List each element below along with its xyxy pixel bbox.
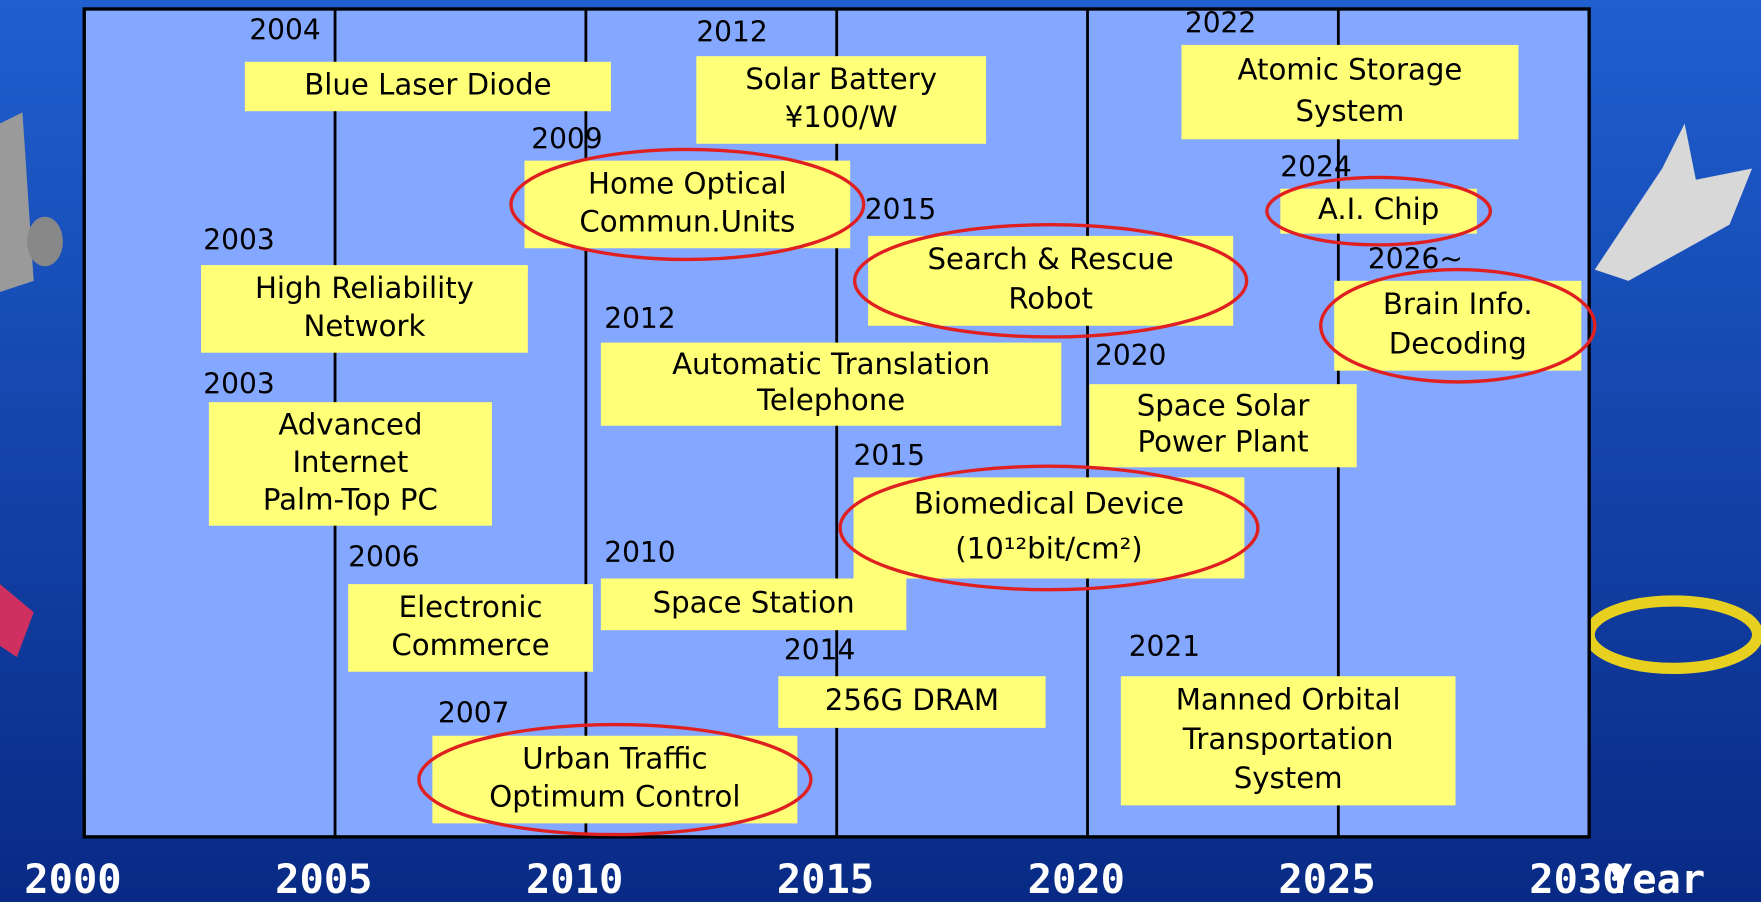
item-year: 2014 bbox=[784, 634, 855, 667]
item-box bbox=[778, 676, 1046, 728]
item-box bbox=[696, 56, 987, 144]
roadmap-item: 2010 Space Station bbox=[600, 536, 907, 631]
item-text: Electronic bbox=[399, 590, 543, 624]
item-text: Power Plant bbox=[1138, 425, 1309, 459]
item-year: 2012 bbox=[604, 302, 675, 335]
item-year: 2020 bbox=[1095, 339, 1166, 372]
item-text: Palm-Top PC bbox=[263, 482, 438, 516]
item-text: Transportation bbox=[1182, 722, 1394, 756]
item-year: 2015 bbox=[865, 193, 936, 226]
highlight-ellipse bbox=[838, 464, 1260, 592]
roadmap-item: 2021 Manned Orbital Transportation System bbox=[1120, 630, 1456, 806]
item-box bbox=[853, 477, 1245, 579]
item-box bbox=[208, 402, 492, 526]
item-text: Solar Battery bbox=[745, 62, 937, 96]
item-year: 2006 bbox=[348, 540, 419, 573]
highlight-ellipse bbox=[1319, 267, 1597, 384]
axis-label: 2015 bbox=[777, 855, 874, 902]
roadmap-item: 2009 Home Optical Commun.Units bbox=[509, 122, 866, 262]
item-text: Telephone bbox=[756, 383, 905, 417]
item-year: 2009 bbox=[531, 122, 602, 155]
item-text: Atomic Storage bbox=[1238, 52, 1463, 86]
item-year: 2022 bbox=[1185, 7, 1256, 40]
item-box bbox=[1334, 280, 1582, 371]
axis-label: 2010 bbox=[526, 855, 623, 902]
item-text: Biomedical Device bbox=[914, 486, 1184, 520]
item-box bbox=[201, 265, 528, 353]
item-box bbox=[1181, 44, 1519, 140]
item-text: System bbox=[1296, 94, 1405, 128]
item-box bbox=[1089, 384, 1357, 468]
item-text: Decoding bbox=[1389, 326, 1527, 360]
roadmap-item: 2004 Blue Laser Diode bbox=[244, 13, 611, 112]
item-text: Advanced bbox=[278, 407, 422, 441]
item-year: 2015 bbox=[854, 439, 925, 472]
item-year: 2003 bbox=[203, 367, 274, 400]
highlight-ellipse bbox=[852, 222, 1249, 339]
item-text: (10¹²bit/cm²) bbox=[955, 531, 1142, 565]
axis-label: 2020 bbox=[1028, 855, 1125, 902]
roadmap-item: 2007 Urban Traffic Optimum Control bbox=[417, 696, 813, 837]
item-year: 2003 bbox=[203, 224, 274, 257]
item-year: 2007 bbox=[438, 696, 509, 729]
item-text: High Reliability bbox=[255, 271, 474, 305]
item-text: Automatic Translation bbox=[672, 347, 990, 381]
highlight-ellipse bbox=[417, 722, 813, 837]
item-year: 2010 bbox=[604, 536, 675, 569]
item-text: 256G DRAM bbox=[825, 683, 999, 717]
decoration bbox=[0, 112, 1761, 674]
item-box bbox=[432, 735, 798, 824]
item-text: System bbox=[1234, 761, 1343, 795]
item-text: Optimum Control bbox=[489, 780, 740, 814]
roadmap-item: 2006 Electronic Commerce bbox=[348, 540, 593, 672]
item-text: ¥100/W bbox=[785, 100, 898, 134]
roadmap-item: 2003 High Reliability Network bbox=[201, 224, 528, 353]
item-text: Robot bbox=[1008, 281, 1093, 315]
item-text: A.I. Chip bbox=[1318, 192, 1439, 226]
axis-label: 2025 bbox=[1278, 855, 1375, 902]
roadmap-item: 2022 Atomic Storage System bbox=[1181, 7, 1519, 140]
roadmap-item: 2015 Biomedical Device (10¹²bit/cm²) bbox=[838, 439, 1260, 592]
item-text: Space Station bbox=[653, 585, 855, 619]
roadmap-item: 2026~Brain Info.Decoding bbox=[1319, 243, 1597, 384]
item-text: Manned Orbital bbox=[1176, 682, 1401, 716]
axis-label: 2030 bbox=[1529, 855, 1626, 902]
axis-label: 2005 bbox=[275, 855, 372, 902]
roadmap-item: 2012 Solar Battery ¥100/W bbox=[696, 16, 987, 144]
item-text: Network bbox=[304, 309, 426, 343]
item-box bbox=[868, 235, 1234, 326]
item-box bbox=[524, 160, 851, 249]
roadmap-item: 2014 256G DRAM bbox=[778, 634, 1046, 728]
axis-label: 2000 bbox=[24, 855, 121, 902]
item-box bbox=[600, 578, 907, 631]
roadmap-item: 2015 Search & Rescue Robot bbox=[852, 193, 1249, 339]
item-text: Blue Laser Diode bbox=[304, 67, 551, 101]
item-box bbox=[348, 584, 593, 672]
item-text: Brain Info. bbox=[1383, 287, 1533, 321]
item-box bbox=[1120, 676, 1456, 806]
item-year: 2004 bbox=[249, 13, 320, 46]
item-box bbox=[600, 342, 1062, 426]
item-text: Space Solar bbox=[1137, 389, 1310, 423]
item-text: Search & Rescue bbox=[928, 242, 1174, 276]
highlight-ellipse bbox=[1265, 175, 1493, 247]
item-text: Urban Traffic bbox=[522, 741, 707, 775]
highlight-ellipse bbox=[509, 147, 866, 262]
item-text: Commerce bbox=[391, 628, 549, 662]
item-box bbox=[1280, 188, 1477, 234]
item-text: Commun.Units bbox=[579, 205, 795, 239]
item-text: Home Optical bbox=[588, 166, 787, 200]
item-text: Internet bbox=[292, 445, 408, 479]
axis-unit: Year bbox=[1608, 855, 1705, 902]
item-year: 2021 bbox=[1129, 630, 1200, 663]
item-box bbox=[244, 61, 611, 112]
item-year: 2012 bbox=[696, 16, 767, 49]
